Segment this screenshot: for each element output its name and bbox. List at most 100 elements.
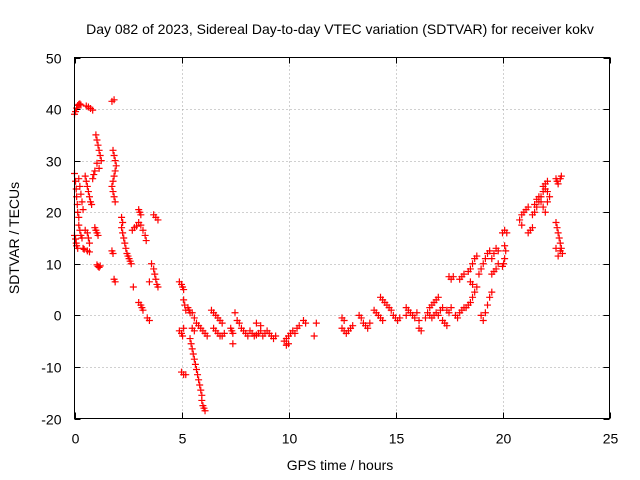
data-point xyxy=(182,371,190,379)
y-axis-label: SDTVAR / TECUs xyxy=(6,182,22,294)
data-point xyxy=(387,306,395,314)
data-point xyxy=(187,340,195,348)
data-point xyxy=(179,332,187,340)
data-point xyxy=(518,221,526,229)
data-point xyxy=(557,172,565,180)
data-point xyxy=(75,175,83,183)
data-point xyxy=(443,322,451,330)
data-point xyxy=(524,203,532,211)
data-point xyxy=(454,314,462,322)
data-point xyxy=(349,322,357,330)
data-point xyxy=(516,216,524,224)
data-point xyxy=(110,96,118,104)
data-point xyxy=(554,252,562,260)
data-point xyxy=(477,265,485,273)
data-point xyxy=(109,146,117,154)
data-point xyxy=(150,265,158,273)
data-point xyxy=(553,224,561,232)
data-point xyxy=(229,329,237,337)
data-point xyxy=(231,309,239,317)
data-point xyxy=(494,247,502,255)
data-point xyxy=(109,177,117,185)
data-point xyxy=(539,203,547,211)
data-point xyxy=(83,182,91,190)
data-point xyxy=(554,229,562,237)
data-point xyxy=(556,247,564,255)
data-point xyxy=(291,329,299,337)
data-point xyxy=(190,314,198,322)
data-point xyxy=(180,286,188,294)
chart-title: Day 082 of 2023, Sidereal Day-to-day VTE… xyxy=(86,21,594,37)
data-point xyxy=(137,211,145,219)
data-point xyxy=(188,345,196,353)
data-point xyxy=(310,332,318,340)
data-point xyxy=(110,172,118,180)
data-point xyxy=(148,260,156,268)
data-point xyxy=(466,265,474,273)
data-point xyxy=(119,229,127,237)
data-point xyxy=(445,309,453,317)
axis-ticks xyxy=(74,57,611,420)
data-point xyxy=(139,226,147,234)
data-point xyxy=(411,314,419,322)
data-point xyxy=(302,319,310,327)
data-point xyxy=(83,229,91,237)
data-point xyxy=(95,263,103,271)
data-point xyxy=(546,193,554,201)
data-point xyxy=(109,188,117,196)
x-tick-label: 20 xyxy=(496,431,512,447)
data-point xyxy=(471,288,479,296)
data-point xyxy=(492,265,500,273)
data-point xyxy=(188,309,196,317)
data-point xyxy=(477,311,485,319)
data-point xyxy=(180,324,188,332)
data-point xyxy=(88,200,96,208)
data-point xyxy=(257,322,265,330)
data-point xyxy=(85,239,93,247)
y-tick-label: 40 xyxy=(46,102,62,118)
data-point xyxy=(81,172,89,180)
x-tick-label: 10 xyxy=(282,431,298,447)
data-point xyxy=(89,106,97,114)
data-point xyxy=(434,293,442,301)
data-point xyxy=(139,306,147,314)
data-point xyxy=(189,350,197,358)
data-point xyxy=(501,255,509,263)
data-point xyxy=(74,208,82,216)
data-point xyxy=(141,231,149,239)
data-point xyxy=(121,239,129,247)
data-point xyxy=(413,309,421,317)
data-point xyxy=(244,332,252,340)
data-point xyxy=(229,340,237,348)
data-point xyxy=(77,190,85,198)
data-point xyxy=(469,280,477,288)
data-point xyxy=(501,242,509,250)
data-point xyxy=(79,206,87,214)
data-point xyxy=(552,244,560,252)
data-point xyxy=(469,293,477,301)
data-point xyxy=(481,309,489,317)
data-point xyxy=(85,248,93,256)
y-tick-label: 20 xyxy=(46,205,62,221)
data-point xyxy=(201,407,209,415)
data-point xyxy=(486,293,494,301)
data-point xyxy=(89,175,97,183)
data-point xyxy=(92,131,100,139)
data-point xyxy=(94,141,102,149)
data-point xyxy=(312,319,320,327)
data-point xyxy=(94,231,102,239)
data-point xyxy=(108,182,116,190)
data-point xyxy=(111,278,119,286)
data-point xyxy=(110,151,118,159)
data-point xyxy=(122,244,130,252)
data-point xyxy=(295,322,303,330)
y-tick-label: 50 xyxy=(46,51,62,67)
data-point xyxy=(556,239,564,247)
data-point xyxy=(537,198,545,206)
data-point xyxy=(531,208,539,216)
plot-frame xyxy=(74,57,610,419)
y-tick-label: 0 xyxy=(54,308,62,324)
data-point xyxy=(488,255,496,263)
data-point xyxy=(120,234,128,242)
data-point xyxy=(72,235,80,243)
